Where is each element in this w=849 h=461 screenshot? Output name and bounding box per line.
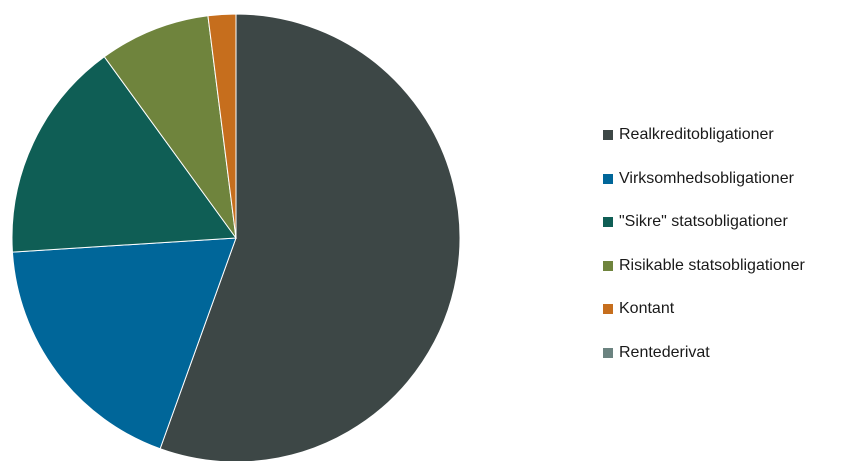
legend-label: Kontant xyxy=(619,300,675,317)
pie-slice-1 xyxy=(11,237,237,450)
pie-slice-2 xyxy=(11,56,237,253)
legend-label: Realkreditobligationer xyxy=(619,126,774,143)
legend-item: "Sikre" statsobligationer xyxy=(603,210,805,234)
legend-label: Rentederivat xyxy=(619,343,710,361)
pie-slice-3 xyxy=(103,15,237,239)
legend-item: Rentederivat xyxy=(603,341,805,365)
pie-slice-0 xyxy=(159,13,461,461)
legend-swatch xyxy=(603,130,613,140)
legend-swatch xyxy=(603,304,613,314)
legend-item: Kontant xyxy=(603,297,805,321)
legend-item: Risikable statsobligationer xyxy=(603,254,805,278)
legend-item: Virksomhedsobligationer xyxy=(603,167,805,191)
pie-chart xyxy=(11,13,461,461)
legend-item: Realkreditobligationer xyxy=(603,123,805,147)
pie-slice-4 xyxy=(207,13,237,239)
legend-label: Virksomhedsobligationer xyxy=(619,169,794,187)
chart-legend: Realkreditobligationer Virksomhedsobligat… xyxy=(603,123,805,384)
legend-swatch xyxy=(603,217,613,227)
legend-swatch xyxy=(603,260,613,271)
legend-label: Risikable statsobligationer xyxy=(619,256,805,274)
legend-swatch xyxy=(603,347,613,358)
legend-swatch xyxy=(603,173,613,184)
legend-label: "Sikre" statsobligationer xyxy=(619,213,788,230)
